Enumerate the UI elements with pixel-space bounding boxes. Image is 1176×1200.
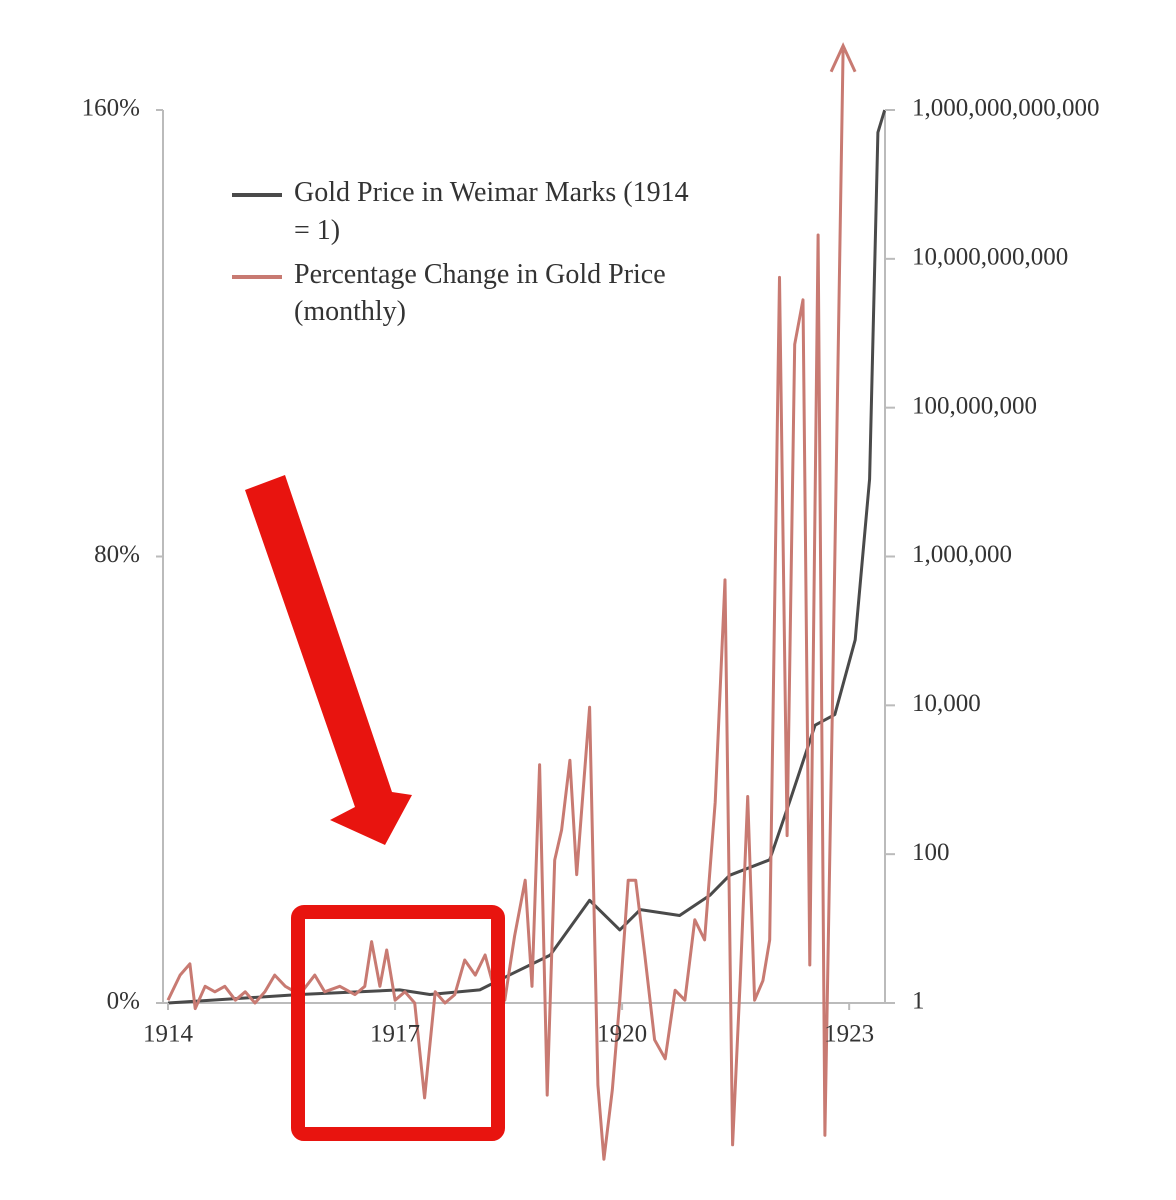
- y-tick-label: 160%: [82, 95, 140, 122]
- legend-label: Percentage Change in Gold Price (monthly…: [294, 258, 666, 328]
- y2-tick-label: 1,000,000: [912, 541, 1012, 568]
- y2-tick-label: 1,000,000,000,000: [912, 95, 1100, 122]
- y-tick-label: 80%: [94, 541, 140, 568]
- series-line: [167, 109, 887, 1005]
- series-line: [166, 49, 845, 1161]
- y2-tick-label: 10,000: [912, 690, 981, 717]
- legend-key: [232, 193, 282, 197]
- legend: Gold Price in Weimar Marks (1914 = 1) Per…: [232, 174, 702, 337]
- y2-tick-label: 1: [912, 988, 925, 1015]
- x-tick-label: 1923: [824, 1021, 874, 1048]
- legend-entry: Percentage Change in Gold Price (monthly…: [232, 256, 702, 332]
- y2-tick-label: 100: [912, 839, 950, 866]
- y-tick-label: 0%: [107, 988, 140, 1015]
- y2-tick-label: 100,000,000: [912, 392, 1037, 419]
- annotation-box: [291, 905, 505, 1141]
- legend-key: [232, 274, 282, 279]
- legend-entry: Gold Price in Weimar Marks (1914 = 1): [232, 174, 702, 250]
- x-tick-label: 1914: [143, 1021, 194, 1048]
- y2-tick-label: 10,000,000,000: [912, 244, 1068, 271]
- x-tick-label: 1917: [370, 1021, 420, 1048]
- x-tick-label: 1920: [597, 1021, 647, 1048]
- annotation-arrow: [245, 475, 412, 845]
- overflow-arrowhead: [829, 42, 857, 73]
- legend-label: Gold Price in Weimar Marks (1914 = 1): [294, 177, 689, 246]
